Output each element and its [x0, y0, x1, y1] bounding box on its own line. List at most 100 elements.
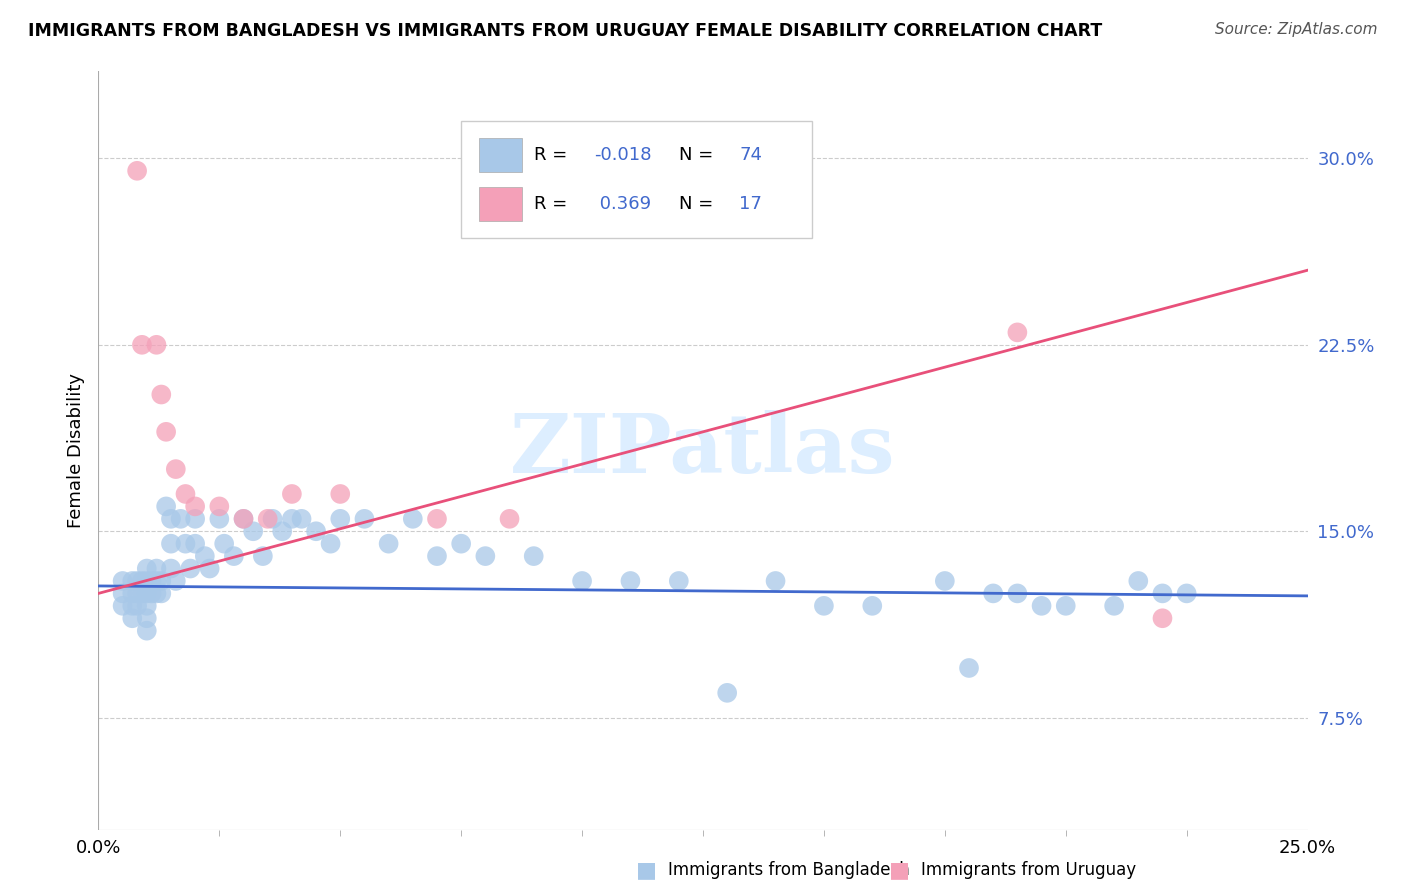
Text: N =: N = — [679, 195, 718, 213]
Point — [174, 537, 197, 551]
Point — [179, 561, 201, 575]
Text: R =: R = — [534, 145, 572, 164]
Point — [135, 599, 157, 613]
Point — [222, 549, 245, 563]
Point — [135, 586, 157, 600]
Point — [426, 549, 449, 563]
Point — [127, 586, 149, 600]
Text: 74: 74 — [740, 145, 762, 164]
Point — [957, 661, 980, 675]
Point — [571, 574, 593, 588]
Text: ■: ■ — [637, 860, 657, 880]
Point — [111, 586, 134, 600]
Point — [160, 537, 183, 551]
Point — [523, 549, 546, 563]
Point — [174, 487, 197, 501]
FancyBboxPatch shape — [461, 120, 811, 238]
Text: -0.018: -0.018 — [595, 145, 651, 164]
Point — [242, 524, 264, 539]
Text: ■: ■ — [890, 860, 910, 880]
Point — [716, 686, 738, 700]
Point — [329, 487, 352, 501]
Point — [131, 338, 153, 352]
Point — [121, 611, 143, 625]
Point — [860, 599, 883, 613]
Point — [131, 574, 153, 588]
Text: ZIPatlas: ZIPatlas — [510, 410, 896, 491]
Point — [1152, 586, 1174, 600]
Text: Immigrants from Uruguay: Immigrants from Uruguay — [921, 861, 1136, 879]
Point — [1128, 574, 1150, 588]
Text: 17: 17 — [740, 195, 762, 213]
Point — [150, 387, 173, 401]
Point — [145, 561, 167, 575]
Point — [135, 624, 157, 638]
Text: Immigrants from Bangladesh: Immigrants from Bangladesh — [668, 861, 910, 879]
Point — [145, 338, 167, 352]
Point — [262, 512, 284, 526]
Point — [150, 586, 173, 600]
Point — [135, 611, 157, 625]
Point — [135, 561, 157, 575]
Point — [121, 599, 143, 613]
Point — [121, 586, 143, 600]
Point — [450, 537, 472, 551]
FancyBboxPatch shape — [479, 137, 522, 172]
Point — [281, 487, 304, 501]
Point — [194, 549, 217, 563]
Point — [232, 512, 254, 526]
Point — [155, 500, 177, 514]
Point — [281, 512, 304, 526]
Point — [127, 163, 149, 178]
Point — [813, 599, 835, 613]
Point — [305, 524, 328, 539]
Point — [765, 574, 787, 588]
Point — [256, 512, 278, 526]
Text: IMMIGRANTS FROM BANGLADESH VS IMMIGRANTS FROM URUGUAY FEMALE DISABILITY CORRELAT: IMMIGRANTS FROM BANGLADESH VS IMMIGRANTS… — [28, 22, 1102, 40]
Point — [184, 500, 207, 514]
Point — [169, 512, 191, 526]
Point — [498, 512, 520, 526]
Point — [252, 549, 274, 563]
Point — [141, 574, 163, 588]
Point — [377, 537, 399, 551]
Point — [131, 586, 153, 600]
Point — [271, 524, 294, 539]
Text: Source: ZipAtlas.com: Source: ZipAtlas.com — [1215, 22, 1378, 37]
Point — [319, 537, 342, 551]
Point — [232, 512, 254, 526]
Point — [981, 586, 1004, 600]
Point — [426, 512, 449, 526]
Point — [1031, 599, 1053, 613]
Point — [165, 462, 187, 476]
Point — [141, 586, 163, 600]
Point — [402, 512, 425, 526]
Point — [145, 586, 167, 600]
Point — [1152, 611, 1174, 625]
Point — [619, 574, 641, 588]
Point — [150, 574, 173, 588]
Point — [111, 599, 134, 613]
Text: 0.369: 0.369 — [595, 195, 651, 213]
Point — [155, 425, 177, 439]
Point — [668, 574, 690, 588]
Point — [160, 561, 183, 575]
Point — [135, 574, 157, 588]
Point — [353, 512, 375, 526]
Point — [1102, 599, 1125, 613]
Point — [127, 599, 149, 613]
Point — [208, 512, 231, 526]
Point — [184, 512, 207, 526]
Point — [1054, 599, 1077, 613]
Point — [329, 512, 352, 526]
Point — [934, 574, 956, 588]
Point — [121, 574, 143, 588]
Point — [1007, 326, 1029, 340]
Point — [1007, 586, 1029, 600]
Point — [198, 561, 221, 575]
Point — [145, 574, 167, 588]
Point — [212, 537, 235, 551]
Text: N =: N = — [679, 145, 718, 164]
FancyBboxPatch shape — [479, 187, 522, 221]
Point — [127, 574, 149, 588]
